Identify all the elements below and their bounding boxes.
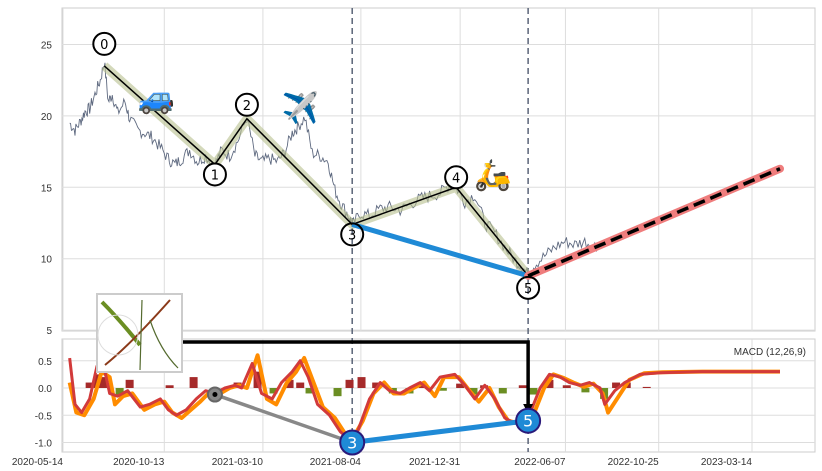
x-tick-label: 2021-03-10 xyxy=(212,457,264,468)
histogram-bar xyxy=(545,379,554,388)
macd-y-tick-label: 0.5 xyxy=(38,357,52,368)
macd-y-tick-label: -1.0 xyxy=(35,439,53,450)
x-tick-label: 2020-05-14 xyxy=(12,457,64,468)
price-y-tick-label: 10 xyxy=(41,255,53,266)
histogram-bar xyxy=(165,385,174,388)
pivot-label: 5 xyxy=(524,282,532,297)
scooter-icon: 🛵 xyxy=(474,158,511,193)
x-tick-label: 2021-12-31 xyxy=(409,457,461,468)
histogram-bar xyxy=(642,386,651,388)
zigzag-line xyxy=(103,65,529,277)
elbow-arrow-line xyxy=(180,340,530,408)
pivot-label: 4 xyxy=(452,171,460,186)
histogram-bar xyxy=(296,382,305,388)
pivot-label: 1 xyxy=(211,168,219,183)
x-tick-label: 2020-10-13 xyxy=(113,457,165,468)
histogram-bar xyxy=(498,388,507,394)
histogram-bar xyxy=(438,388,447,391)
x-tick-label: 2023-03-14 xyxy=(701,457,753,468)
pivot-label: 2 xyxy=(243,99,251,114)
x-tick-label: 2021-08-04 xyxy=(310,457,362,468)
price-axes xyxy=(61,7,816,332)
macd-y-tick-label: 0.0 xyxy=(38,384,52,395)
histogram-bar xyxy=(581,388,590,393)
histogram-bar xyxy=(518,385,527,388)
histogram-bar xyxy=(333,388,342,397)
pivot-label: 3 xyxy=(348,228,356,243)
histogram-bar xyxy=(562,385,571,388)
blue-connector-line xyxy=(351,418,529,445)
x-tick-label: 2022-10-25 xyxy=(608,457,660,468)
x-tick-label: 2022-06-07 xyxy=(514,457,566,468)
pivot-circle xyxy=(92,31,117,56)
grey-connector-line xyxy=(214,392,353,445)
airplane-icon: ✈️ xyxy=(282,89,319,125)
pivot-circle xyxy=(234,92,259,117)
marker-circle xyxy=(339,429,366,456)
price-y-tick-label: 20 xyxy=(41,112,53,123)
histogram-bar xyxy=(529,388,538,395)
histogram-bar xyxy=(85,382,94,388)
marker-dot xyxy=(212,392,218,398)
pivot-circle xyxy=(516,275,541,300)
inset-curve xyxy=(97,314,139,356)
histogram-bar xyxy=(345,379,354,388)
histogram-bar xyxy=(269,388,278,394)
inset-curve xyxy=(104,299,171,366)
histogram-bar xyxy=(612,382,621,388)
macd-y-tick-label: -0.5 xyxy=(35,411,53,422)
pivot-3-5-line xyxy=(351,222,529,279)
inset-curve xyxy=(139,299,179,371)
pivot-circle xyxy=(340,222,365,247)
histogram-bar xyxy=(189,377,198,388)
projection-line xyxy=(527,167,781,278)
histogram-bar xyxy=(357,377,366,388)
car-icon: 🚙 xyxy=(138,82,175,116)
histogram-bar xyxy=(285,379,294,388)
marker-label: 3 xyxy=(347,434,357,453)
histogram-bar xyxy=(98,377,107,388)
histogram-bar xyxy=(372,382,381,388)
price-y-tick-label: 25 xyxy=(41,41,53,52)
histogram-bar xyxy=(469,388,478,395)
macd-title: MACD (12,26,9) xyxy=(734,347,806,358)
pivot-circle xyxy=(444,165,469,190)
inset-image xyxy=(96,293,183,373)
histogram-bar xyxy=(456,383,465,388)
price-y-tick-label: 15 xyxy=(41,183,53,194)
histogram-bar xyxy=(115,388,124,397)
marker-circle xyxy=(515,407,542,434)
pivot-circle xyxy=(202,162,227,187)
marker-label: 5 xyxy=(523,412,533,431)
pivot-label: 0 xyxy=(100,38,108,53)
price-y-tick-label: 5 xyxy=(46,326,52,337)
histogram-bar xyxy=(305,388,314,394)
histogram-bar xyxy=(125,379,134,388)
